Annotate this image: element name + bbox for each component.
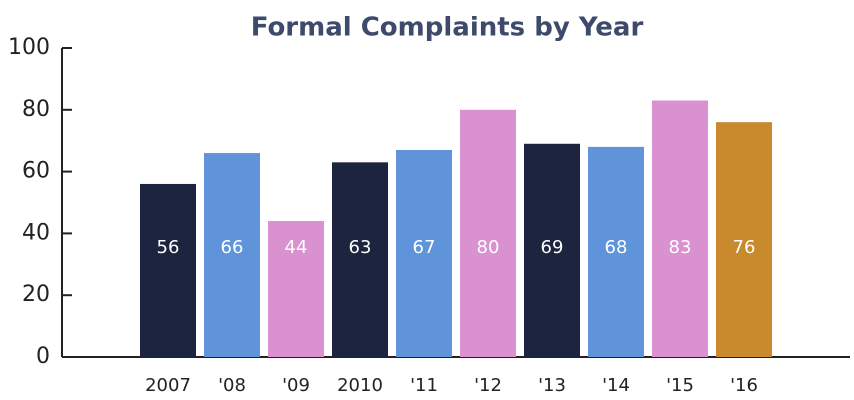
y-tick-label: 0	[36, 344, 50, 369]
bar	[716, 122, 772, 357]
data-label: 44	[285, 237, 308, 258]
x-tick-label: '13	[538, 375, 566, 396]
data-label: 56	[157, 237, 180, 258]
y-tick-label: 20	[22, 282, 50, 307]
x-tick-label: '16	[730, 375, 758, 396]
x-tick-label: '12	[474, 375, 502, 396]
x-tick-label: 2007	[145, 375, 191, 396]
x-tick-label: 2010	[337, 375, 383, 396]
chart-title: Formal Complaints by Year	[251, 13, 644, 43]
bar	[396, 149, 452, 357]
bar	[268, 221, 324, 357]
data-label: 76	[733, 237, 756, 258]
x-tick-label: '14	[602, 375, 630, 396]
x-tick-label: '09	[282, 375, 310, 396]
bar	[204, 153, 260, 357]
data-label: 67	[413, 237, 436, 258]
y-tick-label: 100	[8, 35, 50, 60]
bar	[652, 100, 708, 357]
bar	[460, 109, 516, 357]
y-tick-label: 60	[22, 159, 50, 184]
x-tick-label: '08	[218, 375, 246, 396]
data-label: 68	[605, 237, 628, 258]
x-tick-label: '11	[410, 375, 438, 396]
x-tick-label: '15	[666, 375, 694, 396]
data-label: 83	[669, 237, 692, 258]
data-label: 69	[541, 237, 564, 258]
data-label: 80	[477, 237, 500, 258]
data-label: 66	[221, 237, 244, 258]
bar	[524, 143, 580, 357]
y-tick-label: 40	[22, 220, 50, 245]
y-tick-label: 80	[22, 97, 50, 122]
bar	[140, 183, 196, 357]
bar	[332, 162, 388, 357]
bar	[588, 146, 644, 357]
data-label: 63	[349, 237, 372, 258]
